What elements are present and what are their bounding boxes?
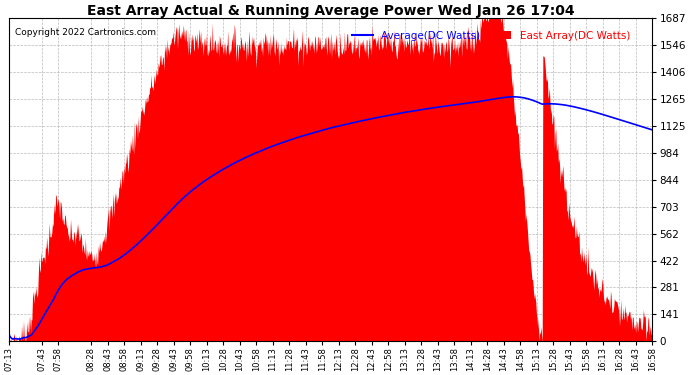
Legend: Average(DC Watts), East Array(DC Watts): Average(DC Watts), East Array(DC Watts) [348, 27, 634, 45]
Text: Copyright 2022 Cartronics.com: Copyright 2022 Cartronics.com [15, 28, 156, 37]
Title: East Array Actual & Running Average Power Wed Jan 26 17:04: East Array Actual & Running Average Powe… [87, 4, 574, 18]
